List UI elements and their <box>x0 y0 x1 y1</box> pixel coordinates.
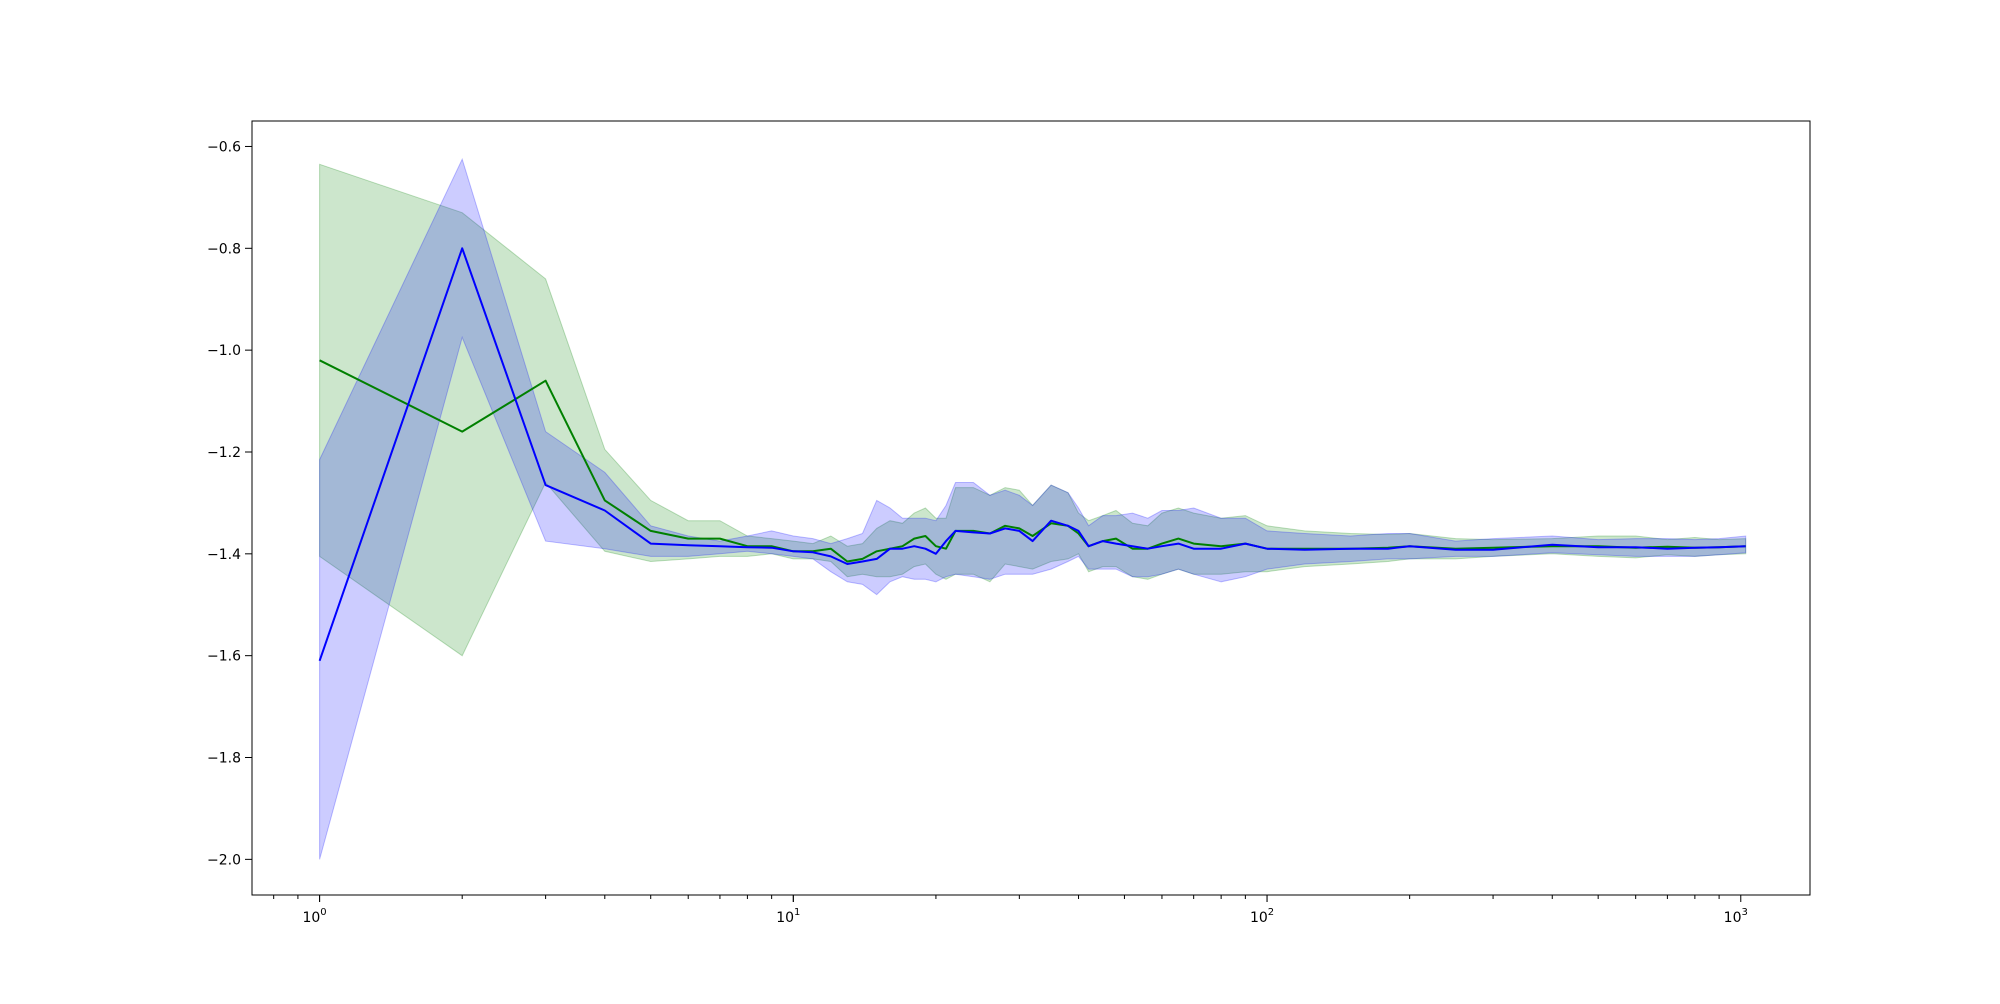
x-tick-label: 103 <box>1724 907 1748 926</box>
plot-frame <box>251 120 1811 896</box>
y-tick-label: −1.8 <box>207 751 241 767</box>
x-tick-label: 101 <box>776 907 800 926</box>
x-tick-label: 100 <box>302 907 326 926</box>
y-tick-label: −0.6 <box>207 139 241 155</box>
x-tick-label: 102 <box>1250 907 1274 926</box>
y-tick-label: −0.8 <box>207 241 241 257</box>
y-tick-label: −2.0 <box>207 852 241 868</box>
confidence-bands <box>319 157 1747 860</box>
y-tick-label: −1.6 <box>207 649 241 665</box>
series-1-line <box>318 247 1746 662</box>
y-tick-label: −1.2 <box>207 445 241 461</box>
x-axis: 100 101 102 103 <box>273 895 1748 926</box>
series-1-band <box>319 157 1747 860</box>
y-axis: −0.6 −0.8 −1.0 −1.2 −1.4 −1.6 −1.8 −2.0 <box>207 139 252 868</box>
y-tick-label: −1.4 <box>207 547 241 563</box>
y-tick-label: −1.0 <box>207 343 241 359</box>
series-lines <box>318 247 1746 662</box>
series-0-band <box>319 163 1747 657</box>
